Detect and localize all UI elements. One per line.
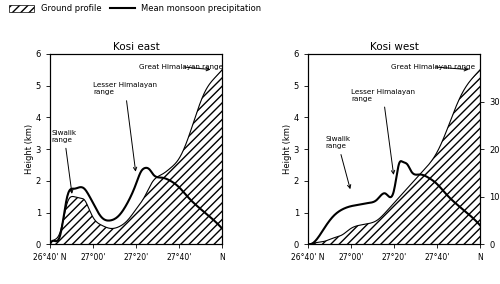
Title: Kosi west: Kosi west <box>370 42 418 52</box>
Text: Lesser Himalayan
range: Lesser Himalayan range <box>351 89 415 174</box>
Text: Lesser Himalayan
range: Lesser Himalayan range <box>93 82 157 171</box>
Text: Great Himalayan range: Great Himalayan range <box>140 64 224 71</box>
Y-axis label: Height (km): Height (km) <box>283 124 292 174</box>
Text: Siwalik
range: Siwalik range <box>52 130 77 193</box>
Text: Great Himalayan range: Great Himalayan range <box>390 64 474 71</box>
Legend: Ground profile, Mean monsoon precipitation: Ground profile, Mean monsoon precipitati… <box>9 4 262 13</box>
Y-axis label: Height (km): Height (km) <box>25 124 34 174</box>
Text: Siwalik
range: Siwalik range <box>325 136 350 188</box>
Title: Kosi east: Kosi east <box>112 42 160 52</box>
